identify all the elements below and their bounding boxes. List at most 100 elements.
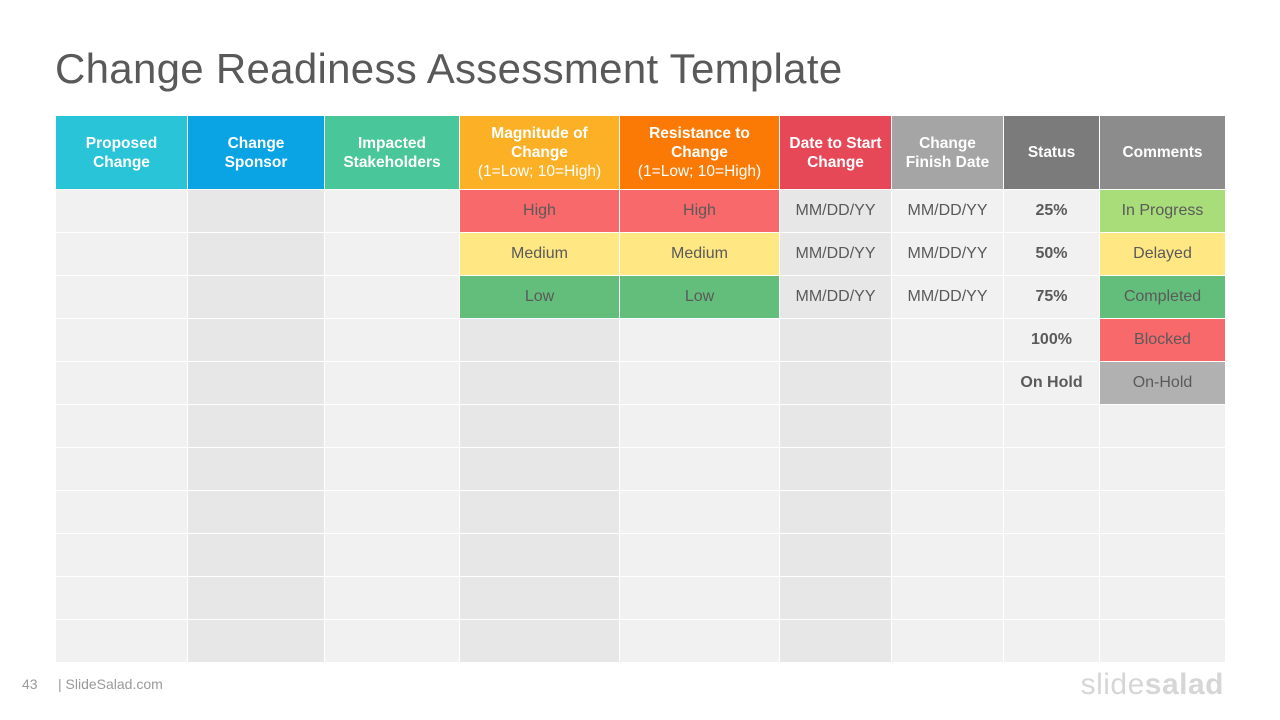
cell-comment[interactable] <box>1099 490 1226 534</box>
cell-start[interactable] <box>779 619 892 663</box>
cell-proposed[interactable] <box>55 490 188 534</box>
cell-sponsor[interactable] <box>187 533 325 577</box>
cell-finish[interactable]: MM/DD/YY <box>891 232 1004 276</box>
footer-site-link[interactable]: | SlideSalad.com <box>58 676 163 692</box>
cell-resistance[interactable] <box>619 533 780 577</box>
cell-finish[interactable] <box>891 619 1004 663</box>
cell-proposed[interactable] <box>55 533 188 577</box>
cell-proposed[interactable] <box>55 619 188 663</box>
cell-comment[interactable]: Blocked <box>1099 318 1226 362</box>
cell-comment[interactable] <box>1099 447 1226 491</box>
cell-status[interactable]: On Hold <box>1003 361 1100 405</box>
cell-stakeholders[interactable] <box>324 447 460 491</box>
cell-resistance[interactable]: Low <box>619 275 780 319</box>
cell-start[interactable] <box>779 576 892 620</box>
cell-comment[interactable] <box>1099 619 1226 663</box>
cell-status[interactable] <box>1003 404 1100 448</box>
cell-stakeholders[interactable] <box>324 189 460 233</box>
cell-start[interactable] <box>779 490 892 534</box>
cell-status[interactable]: 25% <box>1003 189 1100 233</box>
cell-sponsor[interactable] <box>187 189 325 233</box>
cell-magnitude[interactable] <box>459 404 620 448</box>
cell-proposed[interactable] <box>55 447 188 491</box>
cell-stakeholders[interactable] <box>324 318 460 362</box>
cell-comment[interactable] <box>1099 404 1226 448</box>
cell-comment[interactable] <box>1099 533 1226 577</box>
cell-start[interactable] <box>779 361 892 405</box>
cell-comment[interactable]: Completed <box>1099 275 1226 319</box>
cell-magnitude[interactable] <box>459 490 620 534</box>
cell-sponsor[interactable] <box>187 447 325 491</box>
cell-status[interactable] <box>1003 490 1100 534</box>
cell-proposed[interactable] <box>55 189 188 233</box>
cell-finish[interactable] <box>891 404 1004 448</box>
cell-proposed[interactable] <box>55 275 188 319</box>
cell-proposed[interactable] <box>55 404 188 448</box>
cell-start[interactable] <box>779 318 892 362</box>
cell-finish[interactable]: MM/DD/YY <box>891 275 1004 319</box>
cell-sponsor[interactable] <box>187 490 325 534</box>
cell-finish[interactable] <box>891 318 1004 362</box>
cell-start[interactable]: MM/DD/YY <box>779 189 892 233</box>
cell-magnitude[interactable] <box>459 318 620 362</box>
cell-resistance[interactable] <box>619 361 780 405</box>
cell-sponsor[interactable] <box>187 361 325 405</box>
cell-sponsor[interactable] <box>187 576 325 620</box>
cell-status[interactable] <box>1003 576 1100 620</box>
cell-stakeholders[interactable] <box>324 576 460 620</box>
cell-finish[interactable] <box>891 361 1004 405</box>
cell-magnitude[interactable] <box>459 447 620 491</box>
cell-resistance[interactable]: Medium <box>619 232 780 276</box>
cell-stakeholders[interactable] <box>324 533 460 577</box>
cell-resistance[interactable] <box>619 490 780 534</box>
cell-status[interactable]: 75% <box>1003 275 1100 319</box>
cell-proposed[interactable] <box>55 318 188 362</box>
cell-magnitude[interactable] <box>459 576 620 620</box>
cell-finish[interactable] <box>891 533 1004 577</box>
cell-magnitude[interactable]: Medium <box>459 232 620 276</box>
cell-start[interactable] <box>779 533 892 577</box>
cell-magnitude[interactable] <box>459 619 620 663</box>
cell-start[interactable] <box>779 404 892 448</box>
cell-stakeholders[interactable] <box>324 619 460 663</box>
cell-comment[interactable] <box>1099 576 1226 620</box>
cell-comment[interactable]: Delayed <box>1099 232 1226 276</box>
cell-resistance[interactable] <box>619 619 780 663</box>
cell-start[interactable]: MM/DD/YY <box>779 232 892 276</box>
cell-magnitude[interactable] <box>459 533 620 577</box>
cell-status[interactable]: 50% <box>1003 232 1100 276</box>
cell-comment[interactable]: In Progress <box>1099 189 1226 233</box>
cell-stakeholders[interactable] <box>324 232 460 276</box>
cell-finish[interactable] <box>891 576 1004 620</box>
cell-proposed[interactable] <box>55 232 188 276</box>
cell-sponsor[interactable] <box>187 619 325 663</box>
cell-magnitude[interactable] <box>459 361 620 405</box>
cell-resistance[interactable] <box>619 318 780 362</box>
cell-comment[interactable]: On-Hold <box>1099 361 1226 405</box>
cell-start[interactable] <box>779 447 892 491</box>
cell-stakeholders[interactable] <box>324 490 460 534</box>
cell-stakeholders[interactable] <box>324 275 460 319</box>
cell-resistance[interactable]: High <box>619 189 780 233</box>
cell-status[interactable] <box>1003 619 1100 663</box>
cell-resistance[interactable] <box>619 447 780 491</box>
cell-sponsor[interactable] <box>187 232 325 276</box>
cell-finish[interactable]: MM/DD/YY <box>891 189 1004 233</box>
cell-stakeholders[interactable] <box>324 404 460 448</box>
cell-resistance[interactable] <box>619 576 780 620</box>
cell-status[interactable] <box>1003 447 1100 491</box>
cell-status[interactable]: 100% <box>1003 318 1100 362</box>
cell-sponsor[interactable] <box>187 275 325 319</box>
cell-start[interactable]: MM/DD/YY <box>779 275 892 319</box>
cell-magnitude[interactable]: Low <box>459 275 620 319</box>
cell-sponsor[interactable] <box>187 404 325 448</box>
cell-finish[interactable] <box>891 490 1004 534</box>
cell-magnitude[interactable]: High <box>459 189 620 233</box>
cell-finish[interactable] <box>891 447 1004 491</box>
cell-proposed[interactable] <box>55 576 188 620</box>
cell-sponsor[interactable] <box>187 318 325 362</box>
cell-stakeholders[interactable] <box>324 361 460 405</box>
cell-proposed[interactable] <box>55 361 188 405</box>
cell-resistance[interactable] <box>619 404 780 448</box>
cell-status[interactable] <box>1003 533 1100 577</box>
